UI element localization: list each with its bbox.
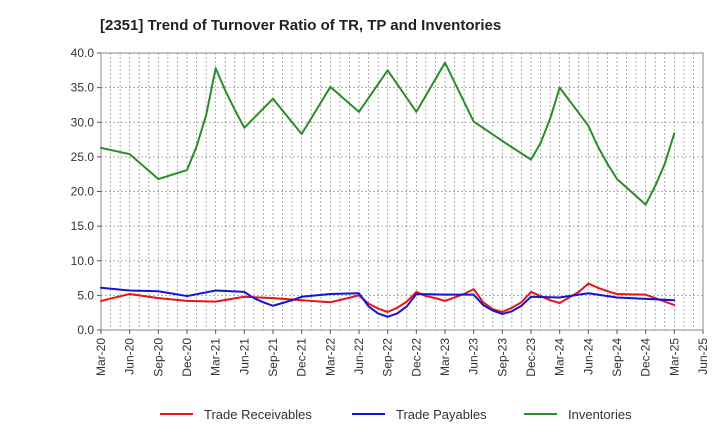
x-tick-label: Mar-22 xyxy=(323,338,337,376)
x-tick-label: Jun-21 xyxy=(237,338,251,375)
y-tick-label: 20.0 xyxy=(71,185,95,199)
y-tick-label: 5.0 xyxy=(77,288,94,302)
x-tick-label: Mar-25 xyxy=(667,338,681,376)
x-tick-label: Sep-23 xyxy=(495,338,509,377)
x-tick-label: Mar-23 xyxy=(438,338,452,376)
x-tick-label: Jun-25 xyxy=(696,338,710,375)
y-tick-label: 10.0 xyxy=(71,254,95,268)
y-tick-label: 25.0 xyxy=(71,150,95,164)
x-axis-ticks: Mar-20 Jun-20 Sep-20 Dec-20 Mar-21 Jun-21 Sep-… xyxy=(94,330,710,377)
x-tick-label: Mar-21 xyxy=(209,338,223,376)
x-tick-label: Dec-24 xyxy=(639,338,653,377)
gridlines xyxy=(101,52,703,331)
legend: Trade Receivables Trade Payables Inventori… xyxy=(160,407,632,422)
chart-title: [2351] Trend of Turnover Ratio of TR, TP… xyxy=(100,17,501,34)
y-tick-label: 40.0 xyxy=(71,46,95,60)
series-line-trade-payables xyxy=(100,286,676,318)
x-tick-label: Sep-24 xyxy=(610,338,624,377)
y-tick-label: 15.0 xyxy=(71,219,95,233)
series-line-inventories xyxy=(100,61,676,206)
x-tick-label: Dec-23 xyxy=(524,338,538,377)
x-tick-label: Sep-22 xyxy=(381,338,395,377)
x-tick-label: Jun-20 xyxy=(123,338,137,375)
x-tick-label: Mar-20 xyxy=(94,338,108,376)
series-lines xyxy=(100,61,676,318)
y-tick-label: 0.0 xyxy=(77,323,94,337)
x-tick-label: Jun-22 xyxy=(352,338,366,375)
x-tick-label: Dec-22 xyxy=(409,338,423,377)
x-tick-label: Jun-24 xyxy=(581,338,595,375)
x-tick-label: Sep-20 xyxy=(151,338,165,377)
legend-label: Trade Payables xyxy=(396,407,487,422)
y-axis-ticks: 0.0 5.0 10.0 15.0 20.0 25.0 30.0 35.0 40.0 xyxy=(71,46,101,337)
x-tick-label: Dec-21 xyxy=(295,338,309,377)
legend-label: Trade Receivables xyxy=(204,407,312,422)
x-tick-label: Dec-20 xyxy=(180,338,194,377)
x-tick-label: Mar-24 xyxy=(553,338,567,376)
x-tick-label: Jun-23 xyxy=(467,338,481,375)
legend-label: Inventories xyxy=(568,407,632,422)
y-tick-label: 30.0 xyxy=(71,115,95,129)
x-tick-label: Sep-21 xyxy=(266,338,280,377)
y-tick-label: 35.0 xyxy=(71,81,95,95)
